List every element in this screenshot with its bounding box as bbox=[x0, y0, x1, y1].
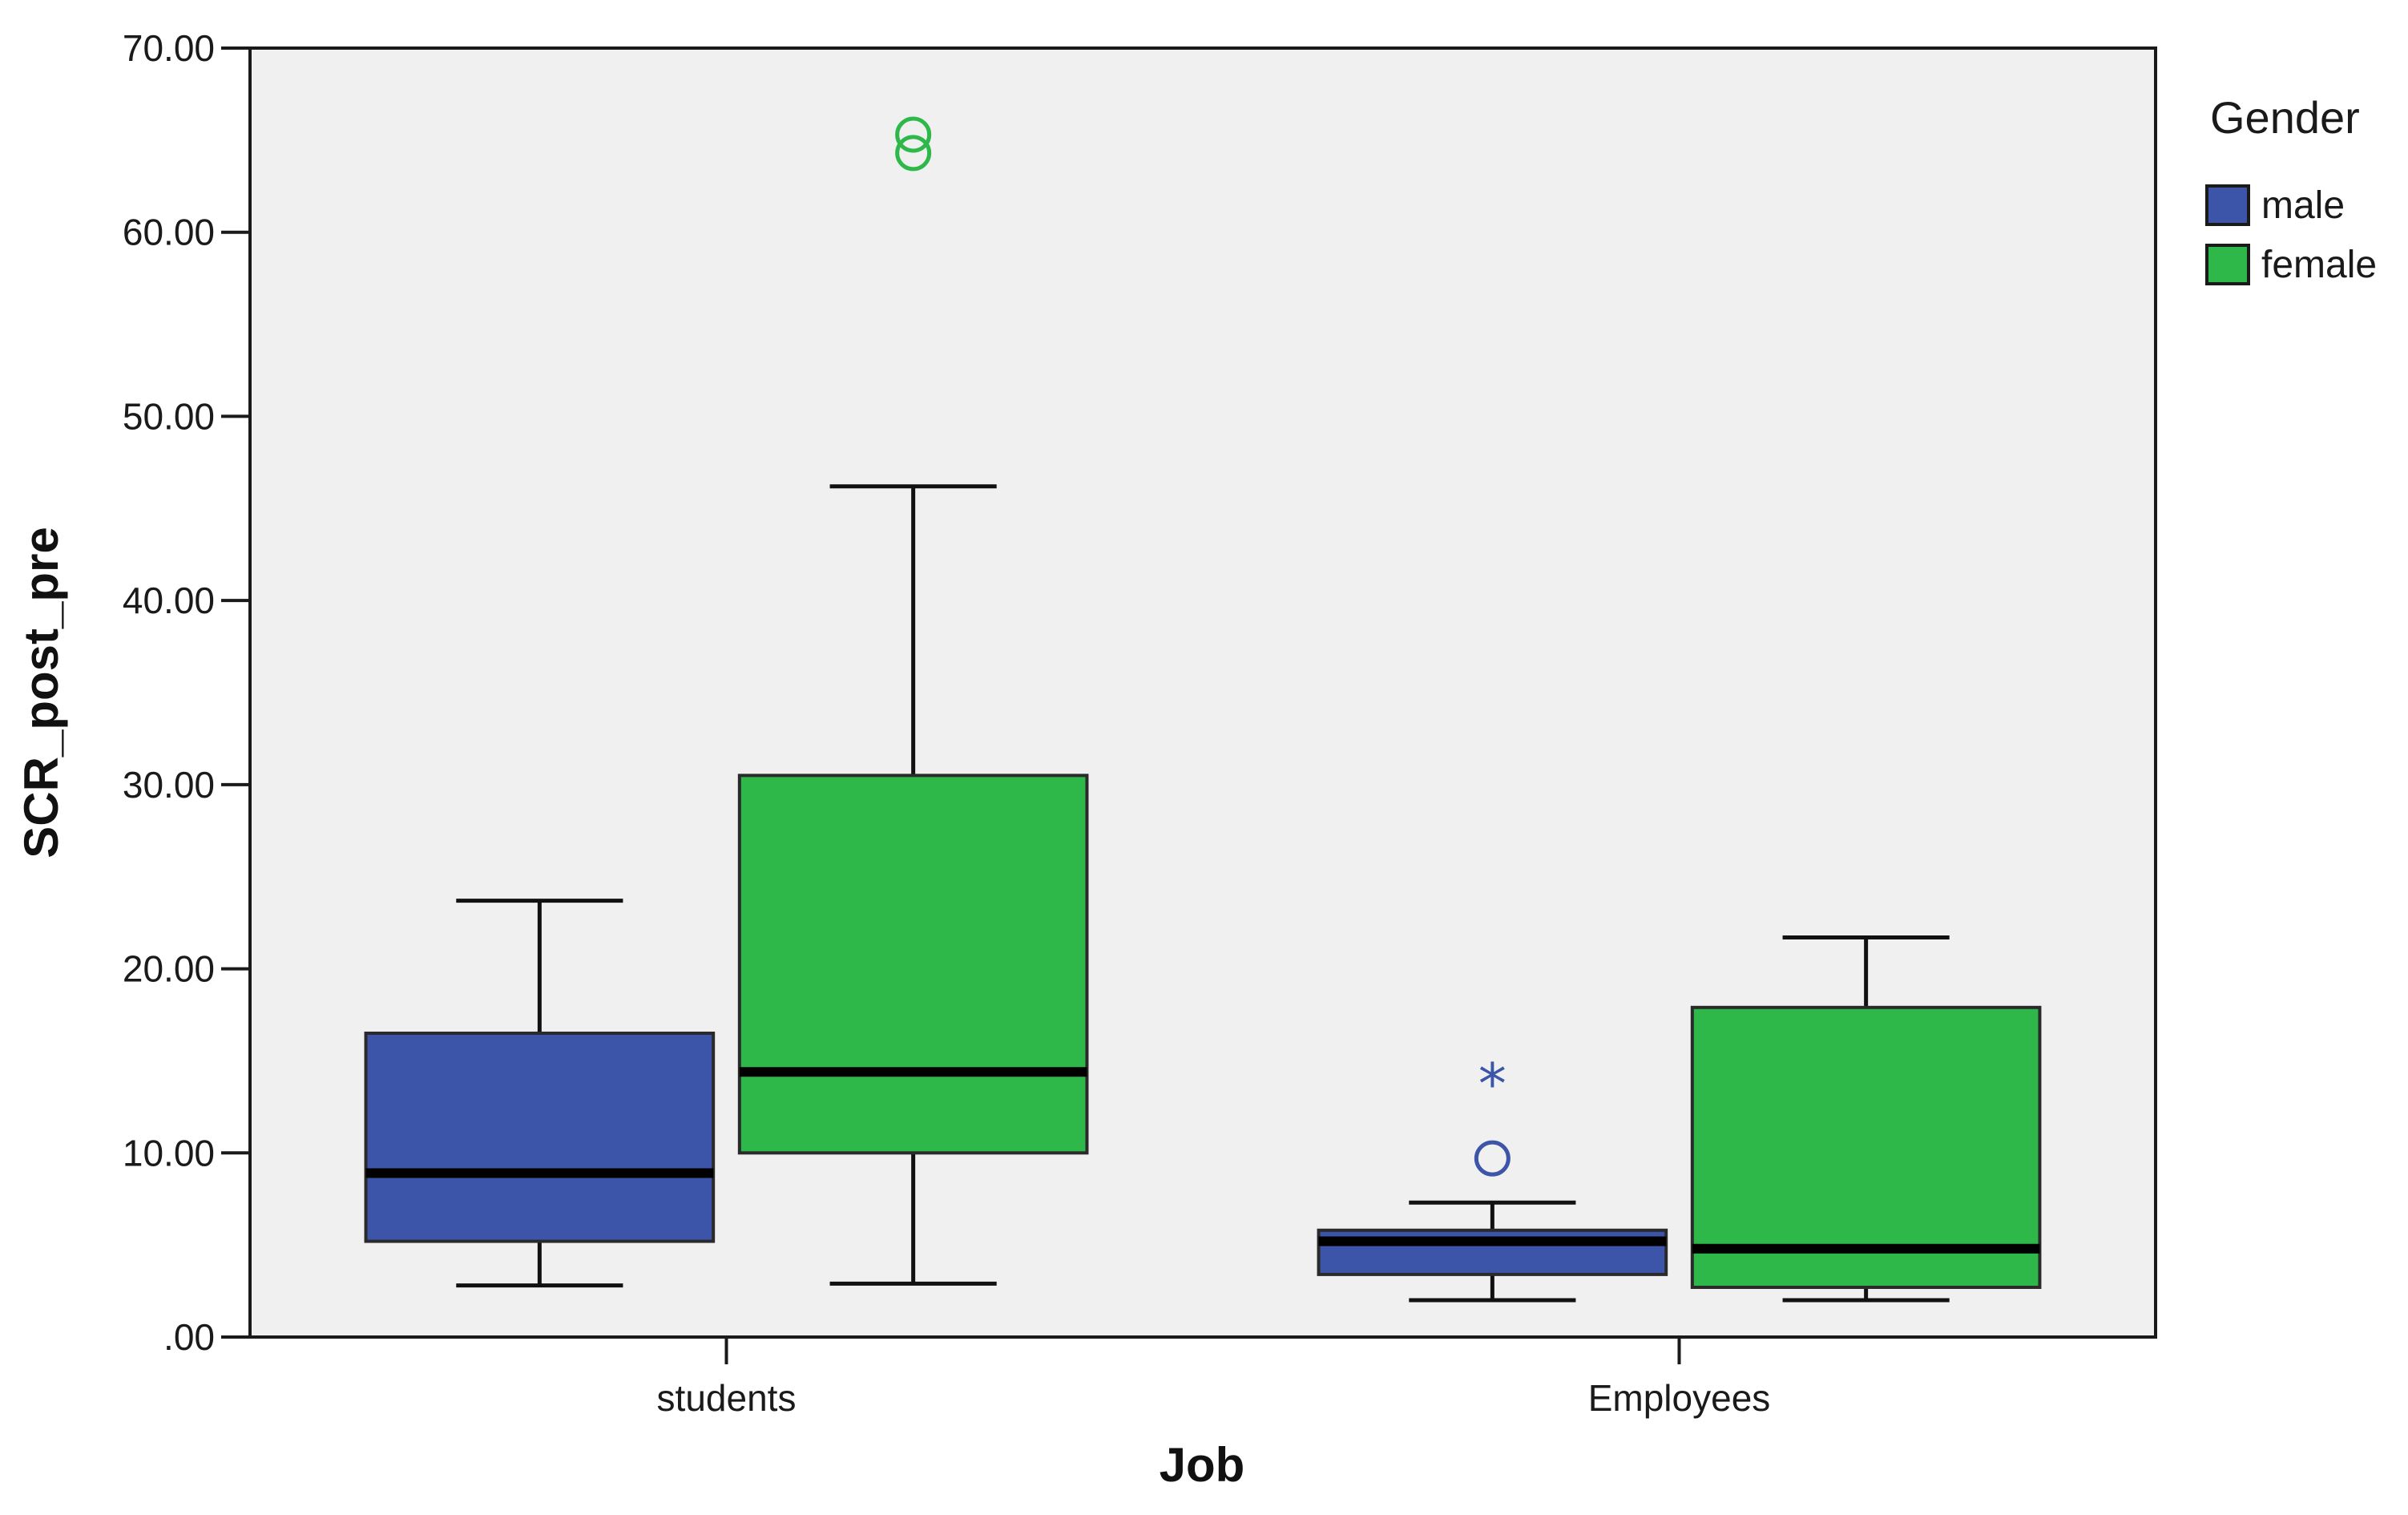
box-body bbox=[737, 774, 1089, 1155]
y-tick-label: 50.00 bbox=[123, 395, 215, 437]
outlier-point bbox=[1474, 1140, 1511, 1177]
x-axis: students Employees bbox=[657, 1337, 1771, 1419]
outlier-point bbox=[895, 116, 932, 153]
box-male-students bbox=[364, 899, 716, 1288]
y-tick-label: 70.00 bbox=[123, 27, 215, 69]
extreme-point: * bbox=[1478, 1051, 1507, 1117]
y-tick-label: 10.00 bbox=[123, 1132, 215, 1174]
y-axis: .00 10.00 20.00 30.00 40.00 50.00 60.00 70.00 bbox=[123, 27, 250, 1358]
box-body bbox=[364, 1031, 716, 1243]
y-tick-label: 20.00 bbox=[123, 948, 215, 990]
x-axis-title: Job bbox=[1160, 1438, 1245, 1492]
box-body bbox=[1690, 1005, 2042, 1289]
y-tick-label: 40.00 bbox=[123, 580, 215, 621]
y-axis-title: SCR_post_pre bbox=[14, 527, 68, 858]
y-tick-label: .00 bbox=[163, 1316, 215, 1358]
box-male-Employees: * bbox=[1317, 1051, 1668, 1303]
legend-title: Gender bbox=[2210, 92, 2360, 143]
x-tick-label: students bbox=[657, 1377, 797, 1419]
box-series-group: * bbox=[364, 116, 2042, 1303]
legend-swatch-female bbox=[2205, 244, 2250, 285]
box-female-Employees bbox=[1690, 935, 2042, 1303]
legend-swatch-male bbox=[2205, 184, 2250, 226]
legend-label-female: female bbox=[2261, 244, 2377, 286]
legend-label-male: male bbox=[2261, 184, 2345, 227]
box-female-students bbox=[737, 116, 1089, 1286]
x-tick-label: Employees bbox=[1588, 1377, 1771, 1419]
legend: Gender male female bbox=[2205, 92, 2377, 286]
outlier-point bbox=[895, 135, 932, 172]
y-tick-label: 60.00 bbox=[123, 212, 215, 253]
y-tick-label: 30.00 bbox=[123, 764, 215, 806]
